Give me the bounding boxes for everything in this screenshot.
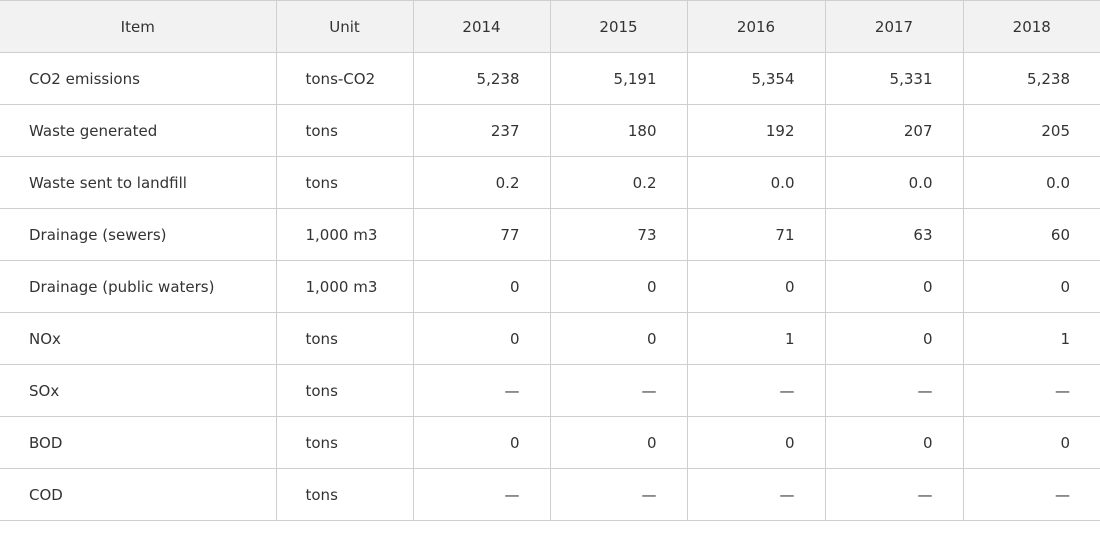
value-cell: 73 bbox=[550, 208, 688, 261]
value-cell: — bbox=[550, 468, 688, 521]
item-cell: Drainage (sewers) bbox=[0, 208, 277, 261]
item-cell: NOx bbox=[0, 312, 277, 365]
column-header: 2017 bbox=[825, 0, 964, 53]
value-cell: 0 bbox=[963, 260, 1100, 313]
value-cell: 0 bbox=[550, 416, 688, 469]
unit-cell: tons bbox=[276, 364, 414, 417]
value-cell: 205 bbox=[963, 104, 1100, 157]
value-cell: — bbox=[825, 468, 964, 521]
header-row: Item Unit 2014 2015 2016 2017 2018 bbox=[0, 0, 1100, 53]
item-cell: SOx bbox=[0, 364, 277, 417]
value-cell: 0.2 bbox=[550, 156, 688, 209]
table-row: Waste generated tons 237 180 192 207 205 bbox=[0, 104, 1100, 157]
value-cell: — bbox=[413, 468, 551, 521]
table-row: Drainage (sewers) 1,000 m3 77 73 71 63 60 bbox=[0, 208, 1100, 261]
environmental-data-table: Item Unit 2014 2015 2016 2017 2018 CO2 emissio… bbox=[0, 0, 1100, 521]
value-cell: 1 bbox=[963, 312, 1100, 365]
value-cell: 0.2 bbox=[413, 156, 551, 209]
table-row: NOx tons 0 0 1 0 1 bbox=[0, 312, 1100, 365]
table-row: Waste sent to landfill tons 0.2 0.2 0.0 0.0 0.… bbox=[0, 156, 1100, 209]
value-cell: 0 bbox=[825, 260, 964, 313]
table-header: Item Unit 2014 2015 2016 2017 2018 bbox=[0, 0, 1100, 53]
value-cell: 71 bbox=[687, 208, 826, 261]
table-row: COD tons — — — — — bbox=[0, 468, 1100, 521]
value-cell: 77 bbox=[413, 208, 551, 261]
table-row: SOx tons — — — — — bbox=[0, 364, 1100, 417]
unit-cell: tons bbox=[276, 468, 414, 521]
unit-cell: tons bbox=[276, 416, 414, 469]
table-row: BOD tons 0 0 0 0 0 bbox=[0, 416, 1100, 469]
item-cell: COD bbox=[0, 468, 277, 521]
value-cell: 0 bbox=[550, 312, 688, 365]
value-cell: 5,354 bbox=[687, 52, 826, 105]
value-cell: 63 bbox=[825, 208, 964, 261]
column-header: 2014 bbox=[413, 0, 551, 53]
item-cell: CO2 emissions bbox=[0, 52, 277, 105]
value-cell: — bbox=[413, 364, 551, 417]
value-cell: 0.0 bbox=[963, 156, 1100, 209]
item-cell: Waste sent to landfill bbox=[0, 156, 277, 209]
column-header: 2016 bbox=[687, 0, 826, 53]
column-header: Item bbox=[0, 0, 277, 53]
value-cell: 0 bbox=[825, 416, 964, 469]
value-cell: 0 bbox=[687, 416, 826, 469]
value-cell: 0.0 bbox=[687, 156, 826, 209]
value-cell: 180 bbox=[550, 104, 688, 157]
column-header: 2018 bbox=[963, 0, 1100, 53]
value-cell: — bbox=[550, 364, 688, 417]
value-cell: — bbox=[825, 364, 964, 417]
unit-cell: 1,000 m3 bbox=[276, 260, 414, 313]
value-cell: 207 bbox=[825, 104, 964, 157]
value-cell: 5,331 bbox=[825, 52, 964, 105]
column-header: 2015 bbox=[550, 0, 688, 53]
unit-cell: tons bbox=[276, 312, 414, 365]
item-cell: Drainage (public waters) bbox=[0, 260, 277, 313]
table-row: Drainage (public waters) 1,000 m3 0 0 0 0 0 bbox=[0, 260, 1100, 313]
value-cell: 0 bbox=[687, 260, 826, 313]
value-cell: 5,191 bbox=[550, 52, 688, 105]
unit-cell: 1,000 m3 bbox=[276, 208, 414, 261]
value-cell: 0 bbox=[413, 312, 551, 365]
value-cell: 1 bbox=[687, 312, 826, 365]
value-cell: 0 bbox=[825, 312, 964, 365]
value-cell: 237 bbox=[413, 104, 551, 157]
value-cell: 5,238 bbox=[413, 52, 551, 105]
value-cell: — bbox=[687, 468, 826, 521]
value-cell: 5,238 bbox=[963, 52, 1100, 105]
unit-cell: tons bbox=[276, 156, 414, 209]
item-cell: Waste generated bbox=[0, 104, 277, 157]
value-cell: — bbox=[687, 364, 826, 417]
value-cell: 0 bbox=[963, 416, 1100, 469]
column-header: Unit bbox=[276, 0, 414, 53]
value-cell: — bbox=[963, 468, 1100, 521]
value-cell: — bbox=[963, 364, 1100, 417]
unit-cell: tons-CO2 bbox=[276, 52, 414, 105]
value-cell: 0.0 bbox=[825, 156, 964, 209]
unit-cell: tons bbox=[276, 104, 414, 157]
table-body: CO2 emissions tons-CO2 5,238 5,191 5,354 5,33… bbox=[0, 52, 1100, 521]
value-cell: 0 bbox=[413, 416, 551, 469]
value-cell: 60 bbox=[963, 208, 1100, 261]
value-cell: 192 bbox=[687, 104, 826, 157]
value-cell: 0 bbox=[413, 260, 551, 313]
table-row: CO2 emissions tons-CO2 5,238 5,191 5,354 5,33… bbox=[0, 52, 1100, 105]
value-cell: 0 bbox=[550, 260, 688, 313]
item-cell: BOD bbox=[0, 416, 277, 469]
